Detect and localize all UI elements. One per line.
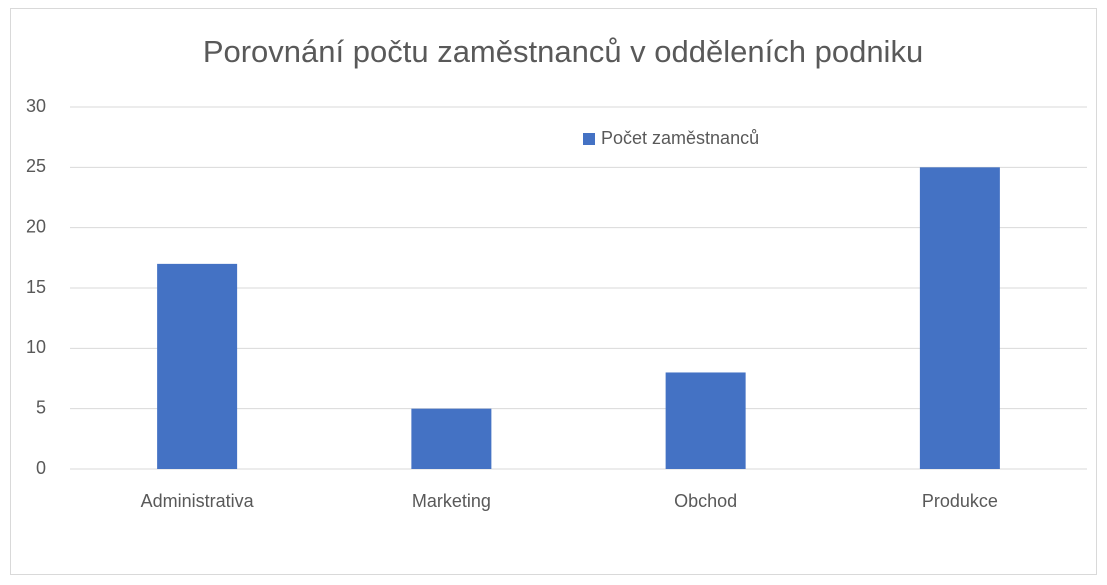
bar — [665, 372, 746, 469]
x-tick-label: Marketing — [412, 491, 491, 511]
x-tick-label: Produkce — [922, 491, 998, 511]
y-tick-label: 30 — [26, 96, 46, 116]
x-tick-label: Obchod — [674, 491, 737, 511]
y-tick-label: 25 — [26, 156, 46, 176]
y-tick-label: 20 — [26, 216, 46, 236]
legend-label: Počet zaměstnanců — [601, 128, 759, 148]
y-tick-label: 15 — [26, 277, 46, 297]
chart-title: Porovnání počtu zaměstnanců v odděleních… — [203, 34, 923, 69]
y-tick-label: 5 — [36, 397, 46, 417]
y-tick-label: 10 — [26, 337, 46, 357]
x-tick-label: Administrativa — [141, 491, 255, 511]
bar — [919, 167, 1000, 470]
bar — [157, 263, 238, 469]
y-tick-label: 0 — [36, 458, 46, 478]
bar — [411, 408, 492, 469]
legend-swatch — [583, 133, 595, 145]
